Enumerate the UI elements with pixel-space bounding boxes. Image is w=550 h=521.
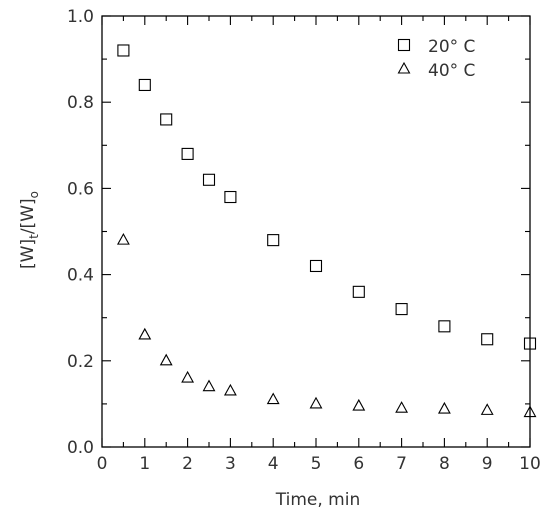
- data-point-square: [395, 303, 408, 316]
- data-point-square: [224, 190, 237, 204]
- legend-marker-triangle: [397, 61, 411, 74]
- legend-marker-square: [397, 38, 411, 52]
- data-point-triangle: [138, 327, 152, 340]
- data-markers: [116, 44, 537, 418]
- data-point-square: [160, 113, 173, 126]
- y-tick-label: 1.0: [67, 7, 94, 27]
- x-tick-label: 9: [482, 454, 493, 474]
- x-tick-label: 8: [439, 454, 450, 474]
- data-point-square: [438, 320, 451, 333]
- data-point-square: [138, 78, 151, 92]
- data-point-triangle: [266, 392, 280, 405]
- x-axis-ticks: 0 1 2 3 4 5 6 7 8 9 10: [97, 16, 541, 474]
- x-tick-label: 7: [396, 454, 407, 474]
- y-tick-label: 0.8: [67, 93, 94, 113]
- data-point-square: [481, 333, 494, 346]
- y-tick-label: 0.2: [67, 352, 94, 372]
- data-point-triangle: [223, 383, 237, 396]
- x-axis-title: Time, min: [275, 490, 360, 510]
- data-point-triangle: [352, 398, 366, 411]
- data-point-square: [267, 234, 280, 247]
- legend-label: 20° C: [428, 37, 475, 57]
- x-tick-label: 0: [97, 454, 108, 474]
- data-point-square: [117, 44, 130, 57]
- data-point-triangle: [480, 403, 494, 415]
- y-axis-ticks: 0.0 0.2 0.4 0.6 0.8 1.0: [67, 7, 530, 458]
- x-tick-label: 5: [311, 454, 322, 474]
- data-point-triangle: [395, 401, 409, 413]
- data-point-triangle: [159, 353, 173, 366]
- series-square: [117, 44, 537, 350]
- x-tick-label: 10: [519, 454, 541, 474]
- data-point-square: [309, 259, 323, 273]
- data-point-square: [202, 173, 216, 186]
- y-axis-title-sub-o: o: [27, 191, 41, 198]
- data-point-triangle: [116, 232, 130, 245]
- data-point-square: [352, 285, 365, 298]
- x-tick-label: 3: [225, 454, 236, 474]
- y-axis-title-mid: /[W]: [18, 198, 38, 234]
- x-tick-label: 2: [182, 454, 193, 474]
- data-point-square: [181, 147, 194, 160]
- y-axis-title-base: [W]: [18, 239, 38, 269]
- x-tick-label: 4: [268, 454, 279, 474]
- data-point-triangle: [309, 396, 323, 409]
- data-point-triangle: [202, 379, 216, 392]
- data-point-triangle: [181, 370, 195, 383]
- x-tick-label: 6: [353, 454, 364, 474]
- data-point-triangle: [437, 401, 451, 414]
- y-axis-title-sub-t: t: [27, 234, 41, 239]
- x-tick-label: 1: [139, 454, 150, 474]
- y-tick-label: 0.6: [67, 179, 94, 199]
- legend: 20° C 40° C: [397, 37, 475, 81]
- legend-label: 40° C: [428, 61, 475, 81]
- series-triangle: [116, 232, 537, 418]
- y-axis-title: [W]t/[W]o: [18, 191, 41, 269]
- y-tick-label: 0.0: [67, 438, 94, 458]
- y-tick-label: 0.4: [67, 266, 94, 286]
- data-point-triangle: [523, 405, 537, 418]
- data-point-square: [523, 337, 537, 350]
